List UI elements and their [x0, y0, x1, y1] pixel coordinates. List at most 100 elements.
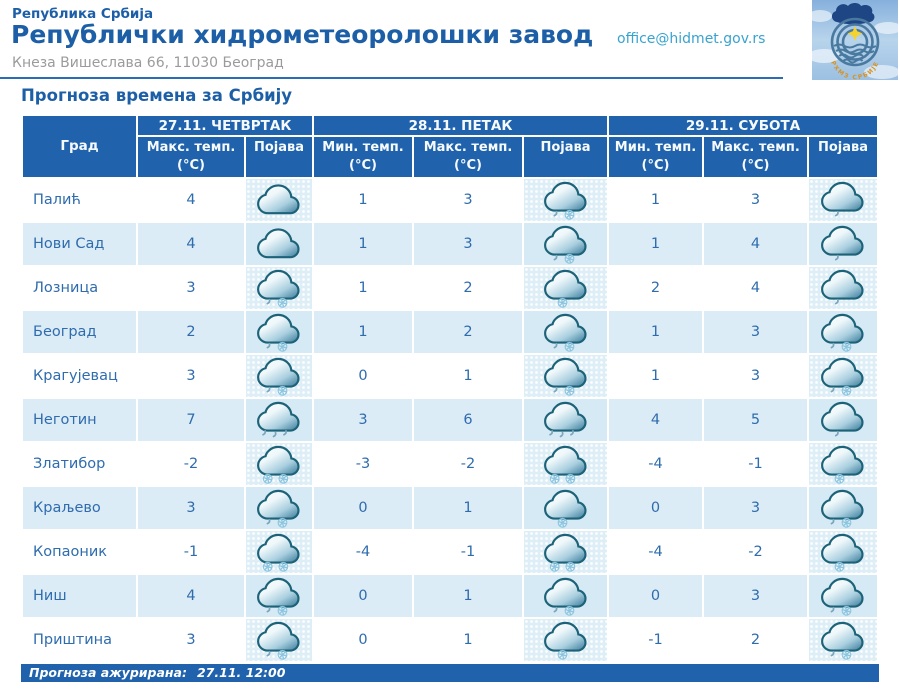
col-header-max-temp: Макс. темп. (°C) [704, 137, 807, 177]
day2-weather-cell [524, 531, 607, 573]
cloud-snow-icon [543, 533, 587, 572]
day2-max-temp: 3 [414, 223, 522, 265]
org-logo[interactable]: РХМЗ СРБИЈЕ [808, 0, 900, 81]
day3-weather-cell [809, 531, 878, 573]
email-link[interactable]: office@hidmet.gov.rs [617, 31, 766, 47]
forecast-row: Ниш 4 0 1 0 3 [23, 575, 878, 617]
column-header-row: Макс. темп. (°C) Појава Мин. темп. (°C) Ма… [23, 137, 878, 177]
day1-weather-cell [246, 223, 312, 265]
day2-min-temp: 1 [314, 179, 412, 221]
day2-weather-cell [524, 223, 607, 265]
day3-max-temp: 3 [704, 575, 807, 617]
forecast-row: Копаоник -1 -4 -1 -4 -2 [23, 531, 878, 573]
city-name: Крагујевац [23, 355, 136, 397]
forecast-table-body: Палић 4 1 3 1 3 Нови Сад 4 1 3 1 4 Лозница 3 1 2 2 4 Беогр… [23, 179, 878, 661]
day2-min-temp: 0 [314, 575, 412, 617]
cloud-rain-snow-icon [257, 621, 300, 660]
city-name: Београд [23, 311, 136, 353]
city-name: Ниш [23, 575, 136, 617]
cloud-rain-snow-icon [543, 357, 587, 396]
day3-max-temp: 2 [704, 619, 807, 661]
city-name: Палић [23, 179, 136, 221]
day2-weather-cell [524, 575, 607, 617]
city-name: Копаоник [23, 531, 136, 573]
day1-weather-cell [246, 575, 312, 617]
updated-bar: Прогноза ажурирана: 27.11. 12:00 [21, 664, 879, 682]
forecast-section: Град 27.11. ЧЕТВРТАК 28.11. ПЕТАК 29.11.… [21, 114, 879, 682]
day2-header: 28.11. ПЕТАК [314, 116, 607, 135]
rhmz-logo-icon: РХМЗ СРБИЈЕ [808, 0, 900, 81]
day2-min-temp: 0 [314, 619, 412, 661]
col-header-max-temp: Макс. темп. (°C) [414, 137, 522, 177]
day3-min-temp: -4 [609, 443, 702, 485]
day2-max-temp: 3 [414, 179, 522, 221]
day1-max-temp: 4 [138, 223, 244, 265]
day1-weather-cell [246, 179, 312, 221]
day3-weather-cell [809, 487, 878, 529]
cloud-rain-snow-icon [821, 621, 864, 660]
col-header-min-temp: Мин. темп. (°C) [609, 137, 702, 177]
forecast-table: Град 27.11. ЧЕТВРТАК 28.11. ПЕТАК 29.11.… [21, 114, 879, 663]
cloud-rain-snow-icon [257, 489, 300, 528]
city-name: Лозница [23, 267, 136, 309]
day3-weather-cell [809, 311, 878, 353]
cloud-light-snow-icon [543, 269, 587, 308]
day1-max-temp: 4 [138, 575, 244, 617]
day2-min-temp: 0 [314, 487, 412, 529]
day3-min-temp: -1 [609, 619, 702, 661]
page-title: Прогноза времена за Србију [21, 86, 293, 105]
day3-max-temp: 3 [704, 179, 807, 221]
day2-max-temp: 6 [414, 399, 522, 441]
cloudy-icon [257, 228, 300, 259]
day2-min-temp: 1 [314, 223, 412, 265]
day2-weather-cell [524, 311, 607, 353]
day2-min-temp: 0 [314, 355, 412, 397]
cloud-light-rain-icon [821, 225, 864, 261]
day1-weather-cell [246, 531, 312, 573]
col-header-min-temp: Мин. темп. (°C) [314, 137, 412, 177]
col-header-phenomenon: Појава [246, 137, 312, 177]
day3-weather-cell [809, 443, 878, 485]
day1-weather-cell [246, 355, 312, 397]
col-header-phenomenon: Појава [809, 137, 878, 177]
cloud-rain-snow-icon [821, 577, 864, 616]
day2-min-temp: 1 [314, 267, 412, 309]
cloud-snow-icon [257, 533, 300, 572]
day1-max-temp: 2 [138, 311, 244, 353]
day1-max-temp: 3 [138, 267, 244, 309]
country-label: Република Србија [12, 6, 154, 22]
city-column-header: Град [23, 116, 136, 177]
cloud-rain-snow-icon [543, 313, 587, 352]
forecast-row: Краљево 3 0 1 0 3 [23, 487, 878, 529]
day1-weather-cell [246, 487, 312, 529]
day3-max-temp: 5 [704, 399, 807, 441]
cloud-rain-icon [543, 401, 587, 438]
day2-min-temp: 3 [314, 399, 412, 441]
forecast-row: Крагујевац 3 0 1 1 3 [23, 355, 878, 397]
day3-max-temp: 3 [704, 311, 807, 353]
day3-weather-cell [809, 267, 878, 309]
day2-max-temp: 1 [414, 487, 522, 529]
day3-min-temp: 1 [609, 311, 702, 353]
day2-weather-cell [524, 399, 607, 441]
day1-header: 27.11. ЧЕТВРТАК [138, 116, 312, 135]
day2-weather-cell [524, 355, 607, 397]
day3-weather-cell [809, 399, 878, 441]
forecast-row: Неготин 7 3 6 4 5 [23, 399, 878, 441]
forecast-row: Београд 2 1 2 1 3 [23, 311, 878, 353]
day1-max-temp: 3 [138, 355, 244, 397]
day2-max-temp: 2 [414, 267, 522, 309]
day3-max-temp: 3 [704, 355, 807, 397]
day2-min-temp: -4 [314, 531, 412, 573]
city-name: Златибор [23, 443, 136, 485]
cloud-rain-snow-icon [257, 577, 300, 616]
cloud-rain-icon [257, 401, 300, 438]
forecast-row: Нови Сад 4 1 3 1 4 [23, 223, 878, 265]
cloud-rain-snow-icon [543, 225, 587, 264]
city-name: Неготин [23, 399, 136, 441]
day3-max-temp: 4 [704, 223, 807, 265]
cloud-light-snow-icon [543, 489, 587, 528]
day2-max-temp: 1 [414, 355, 522, 397]
day1-weather-cell [246, 619, 312, 661]
org-address: Кнеза Вишеслава 66, 11030 Београд [12, 55, 284, 71]
